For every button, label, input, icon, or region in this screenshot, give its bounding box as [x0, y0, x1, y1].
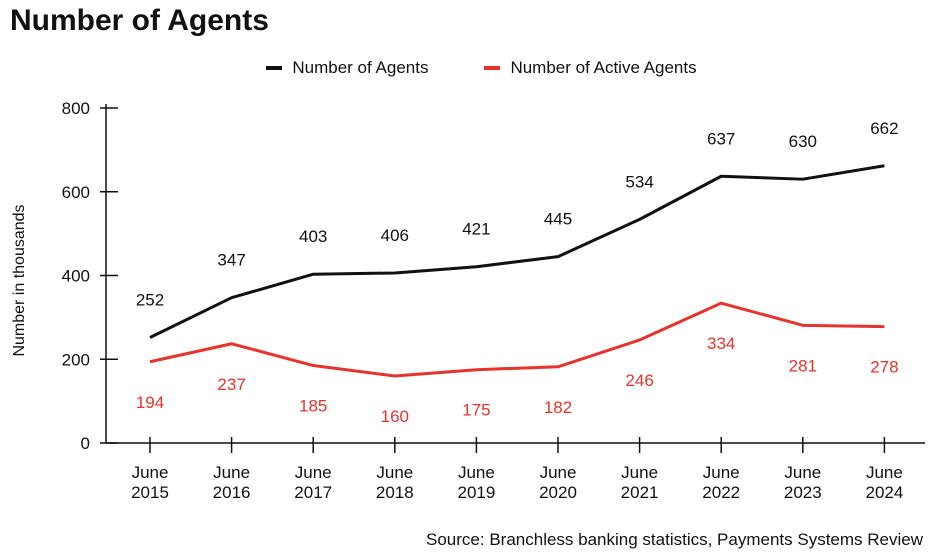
x-tick-label: June 2020 [539, 463, 577, 502]
y-tick-label: 400 [62, 267, 90, 286]
x-tick-label: June 2017 [294, 463, 332, 502]
data-label-active-agents: 246 [625, 371, 653, 390]
x-tick-label: June 2022 [702, 463, 740, 502]
data-label-active-agents: 160 [381, 407, 409, 426]
x-tick-label: June 2021 [621, 463, 659, 502]
data-label-active-agents: 237 [217, 375, 245, 394]
y-tick-label: 0 [81, 434, 90, 453]
data-label-active-agents: 278 [870, 358, 898, 377]
data-label-agents: 534 [625, 172, 653, 191]
x-tick-label: June 2015 [131, 463, 169, 502]
x-tick-label: June 2023 [784, 463, 822, 502]
legend-item-active-agents: Number of Active Agents [484, 58, 697, 78]
y-tick-label: 800 [62, 99, 90, 118]
data-label-agents: 406 [381, 226, 409, 245]
series-lines [149, 164, 885, 378]
data-label-agents: 662 [870, 119, 898, 138]
x-tick-label: June 2018 [376, 463, 414, 502]
legend-item-agents: Number of Agents [266, 58, 428, 78]
data-label-agents: 637 [707, 129, 735, 148]
chart-title: Number of Agents [10, 4, 269, 37]
data-label-active-agents: 185 [299, 397, 327, 416]
legend-swatch-active-agents [484, 66, 501, 70]
data-labels: 252 347 403 406 421 445 534 637 630 662 194 237 185 1… [136, 119, 899, 426]
data-label-agents: 421 [462, 220, 490, 239]
data-label-active-agents: 175 [462, 401, 490, 420]
data-label-agents: 630 [789, 132, 817, 151]
legend-swatch-agents [266, 66, 283, 70]
data-label-active-agents: 281 [789, 356, 817, 375]
series-line-active-agents [149, 301, 885, 378]
data-label-active-agents: 182 [544, 398, 572, 417]
y-tick-label: 600 [62, 183, 90, 202]
x-tick-label: June 2016 [213, 463, 251, 502]
x-tick-label: June 2024 [865, 463, 903, 502]
legend-label-agents: Number of Agents [292, 58, 429, 77]
series-line-agents [149, 164, 885, 339]
legend-label-active-agents: Number of Active Agents [510, 58, 697, 77]
y-axis-title: Number in thousands [11, 204, 28, 356]
data-label-active-agents: 334 [707, 334, 735, 353]
data-label-active-agents: 194 [136, 393, 164, 412]
data-label-agents: 347 [217, 251, 245, 270]
data-label-agents: 445 [544, 210, 572, 229]
legend: Number of Agents Number of Active Agents [0, 58, 933, 78]
data-label-agents: 403 [299, 227, 327, 246]
source-note: Source: Branchless banking statistics, P… [426, 530, 923, 549]
axes: 0 200 400 600 800 Number in thousands June 2015… [11, 99, 925, 502]
x-tick-label: June 2019 [457, 463, 495, 502]
y-tick-label: 200 [62, 350, 90, 369]
data-label-agents: 252 [136, 290, 164, 309]
